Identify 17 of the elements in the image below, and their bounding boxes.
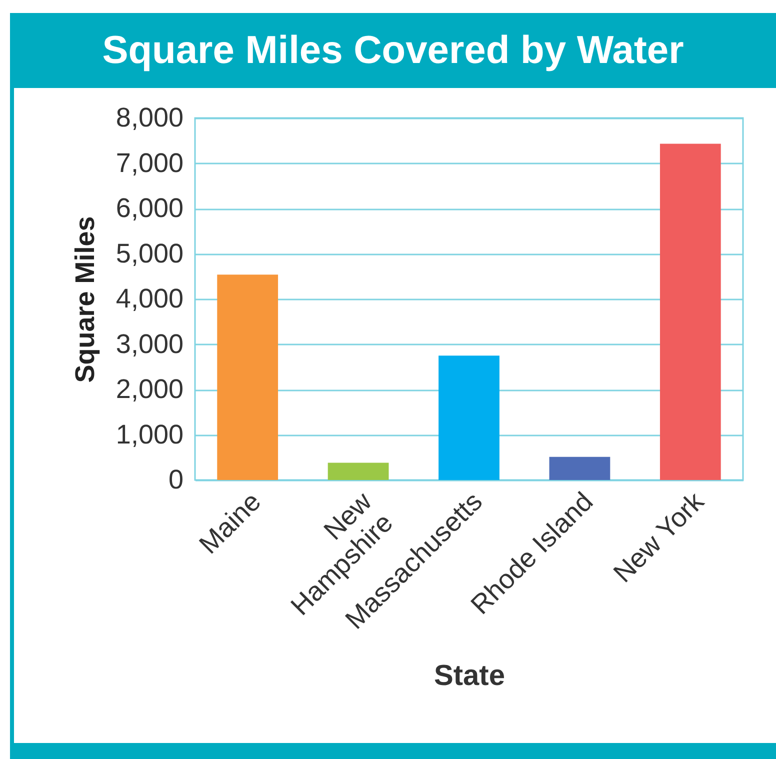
y-tick-label: 5,000 (116, 238, 184, 268)
chart-title: Square Miles Covered by Water (101, 28, 685, 74)
bar (438, 356, 500, 480)
y-tick-label: 6,000 (116, 193, 184, 223)
y-tick-label: 2,000 (116, 374, 184, 404)
y-axis-title: Square Miles (70, 216, 100, 383)
y-tick-label: 0 (168, 464, 184, 494)
y-tick-label: 3,000 (116, 328, 184, 359)
bar (549, 456, 610, 480)
y-tick-label: 8,000 (116, 102, 184, 132)
bar (328, 462, 389, 480)
bar (217, 274, 278, 480)
y-tick-label: 1,000 (116, 419, 184, 450)
bar (660, 144, 721, 480)
y-tick-label: 7,000 (116, 148, 184, 178)
y-tick-label: 4,000 (116, 284, 184, 314)
x-axis-title: State (434, 660, 505, 692)
